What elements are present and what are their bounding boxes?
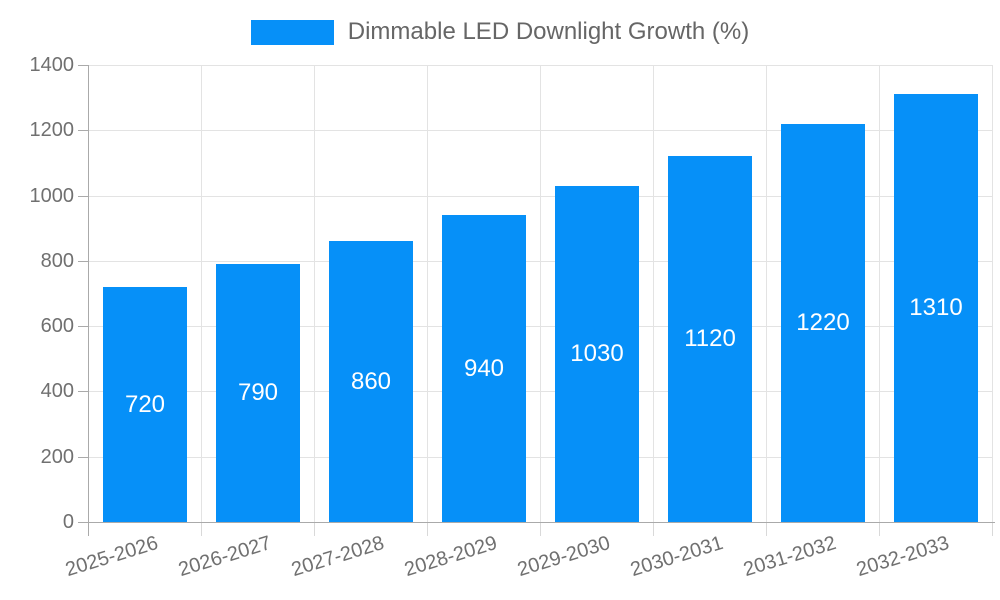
y-tick-mark bbox=[78, 391, 88, 392]
y-tick-label: 1400 bbox=[29, 54, 75, 76]
y-tick-label: 1200 bbox=[29, 119, 75, 141]
chart-bar bbox=[103, 287, 187, 522]
x-tick-label: 2032-2033 bbox=[853, 532, 952, 582]
chart-legend[interactable]: Dimmable LED Downlight Growth (%) bbox=[0, 18, 1000, 46]
chart-bar bbox=[329, 241, 413, 522]
x-tick-mark bbox=[879, 522, 880, 536]
x-tick-label: 2031-2032 bbox=[740, 532, 839, 582]
x-tick-mark bbox=[540, 522, 541, 536]
bar-value-label: 790 bbox=[237, 379, 279, 406]
x-tick-label: 2029-2030 bbox=[514, 532, 613, 582]
bar-value-label: 940 bbox=[463, 355, 505, 382]
bar-value-label: 860 bbox=[350, 368, 392, 395]
bar-value-label: 1310 bbox=[909, 294, 963, 321]
x-tick-mark bbox=[992, 522, 993, 536]
x-tick-label: 2028-2029 bbox=[401, 532, 500, 582]
x-tick-mark bbox=[314, 522, 315, 536]
x-tick-label: 2030-2031 bbox=[627, 532, 726, 582]
y-tick-mark bbox=[78, 65, 88, 66]
bar-value-label: 1120 bbox=[684, 325, 736, 352]
x-gridline bbox=[540, 65, 541, 522]
x-gridline bbox=[879, 65, 880, 522]
y-axis-line bbox=[88, 65, 89, 536]
x-axis-line bbox=[88, 522, 995, 523]
x-tick-label: 2025-2026 bbox=[62, 532, 161, 582]
x-tick-label: 2027-2028 bbox=[288, 532, 387, 582]
x-gridline bbox=[992, 65, 993, 522]
y-tick-mark bbox=[78, 261, 88, 262]
chart-bar bbox=[668, 156, 752, 522]
x-gridline bbox=[766, 65, 767, 522]
y-tick-label: 600 bbox=[40, 315, 74, 337]
chart-bar bbox=[781, 124, 865, 522]
legend-swatch-icon bbox=[250, 19, 334, 45]
y-tick-label: 800 bbox=[40, 250, 74, 272]
y-tick-mark bbox=[78, 522, 88, 523]
bar-value-label: 1030 bbox=[570, 340, 624, 367]
x-gridline bbox=[427, 65, 428, 522]
chart-bar bbox=[216, 264, 300, 522]
x-gridline bbox=[201, 65, 202, 522]
x-tick-mark bbox=[653, 522, 654, 536]
x-tick-mark bbox=[766, 522, 767, 536]
x-tick-label: 2026-2027 bbox=[175, 532, 274, 582]
y-tick-mark bbox=[78, 196, 88, 197]
x-tick-mark bbox=[427, 522, 428, 536]
bar-value-label: 720 bbox=[124, 391, 166, 418]
y-tick-label: 200 bbox=[40, 446, 74, 468]
y-tick-label: 0 bbox=[62, 511, 74, 533]
chart-bar bbox=[894, 94, 978, 522]
y-tick-mark bbox=[78, 326, 88, 327]
x-gridline bbox=[653, 65, 654, 522]
legend-label: Dimmable LED Downlight Growth (%) bbox=[347, 18, 750, 45]
chart-bar bbox=[442, 215, 526, 522]
bar-value-label: 1220 bbox=[796, 309, 850, 336]
x-gridline bbox=[314, 65, 315, 522]
y-tick-label: 1000 bbox=[29, 185, 75, 207]
chart-bar bbox=[555, 186, 639, 522]
y-tick-mark bbox=[78, 130, 88, 131]
x-tick-mark bbox=[201, 522, 202, 536]
y-tick-label: 400 bbox=[40, 380, 74, 402]
y-tick-mark bbox=[78, 457, 88, 458]
